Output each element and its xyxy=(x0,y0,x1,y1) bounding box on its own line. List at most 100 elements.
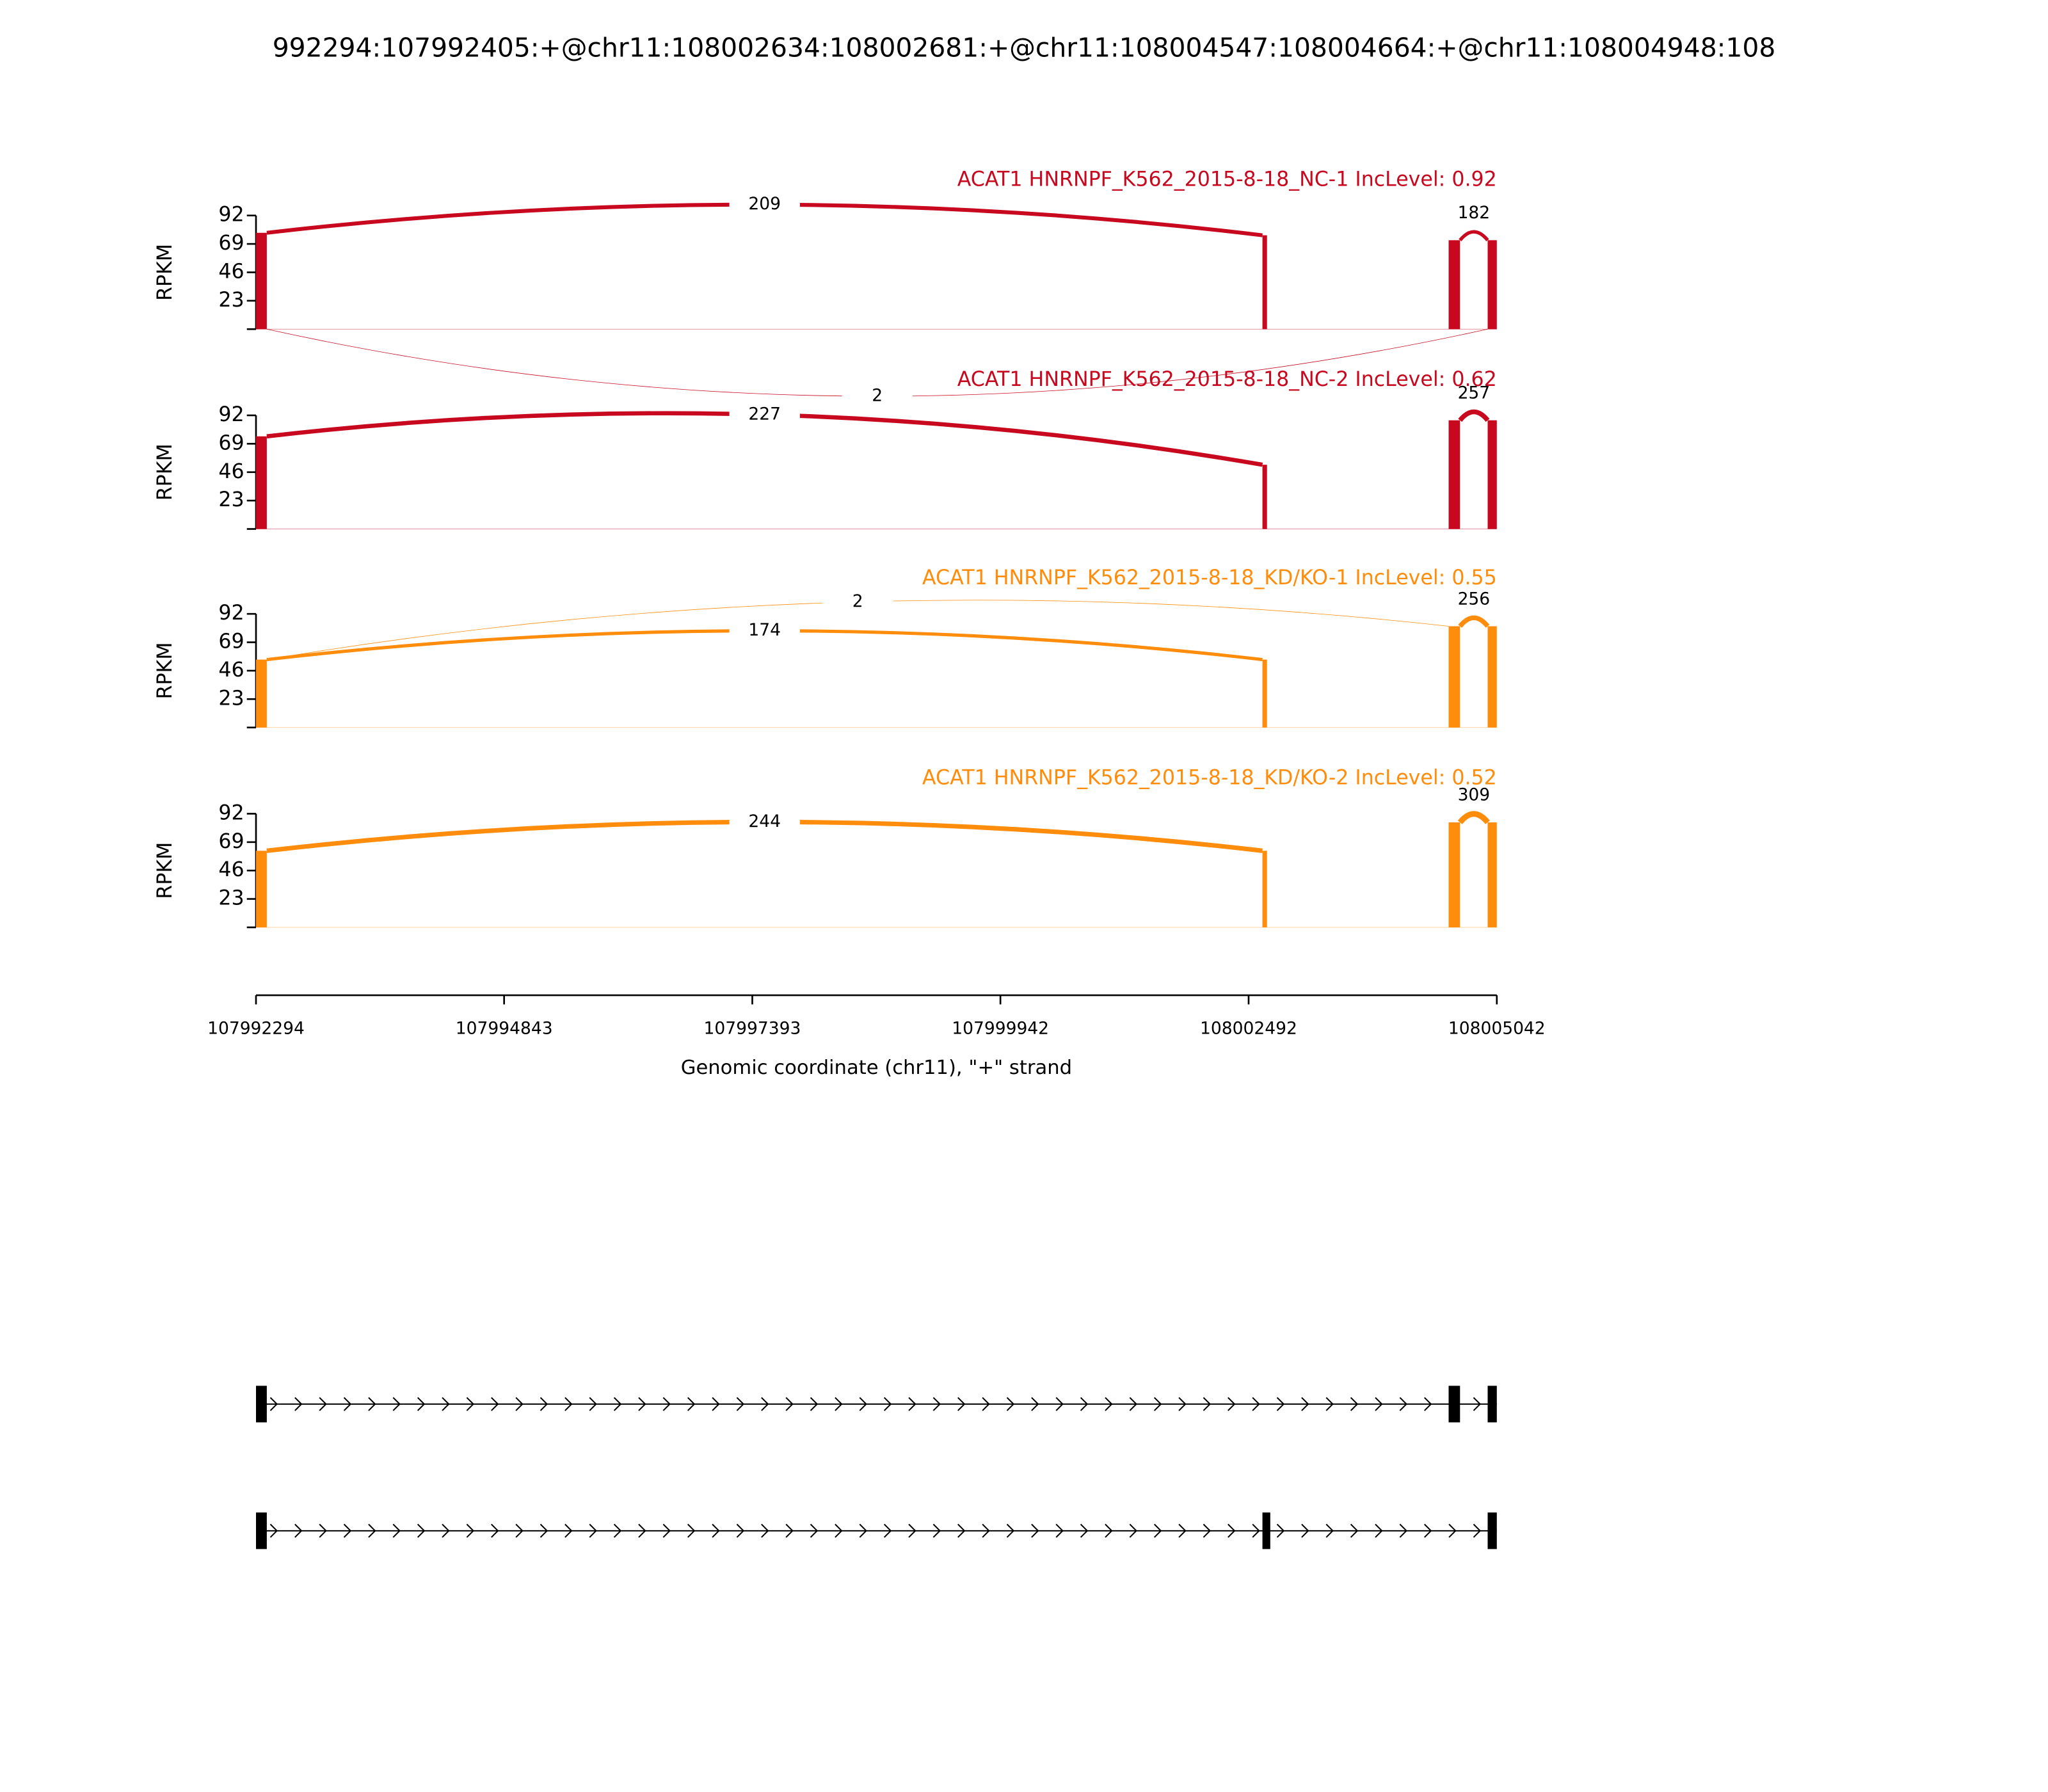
coverage xyxy=(1487,420,1497,529)
strand-arrow xyxy=(564,1523,573,1538)
junction-label-bg xyxy=(729,404,800,426)
strand-arrow xyxy=(442,1396,450,1411)
strand-arrow xyxy=(442,1523,450,1538)
strand-arrow xyxy=(613,1523,622,1538)
strand-arrow xyxy=(540,1523,548,1538)
y-tick-label: 92 xyxy=(218,204,244,227)
strand-arrow xyxy=(982,1523,990,1538)
coverage xyxy=(1487,240,1497,330)
strand-arrow xyxy=(1423,1523,1432,1538)
strand-arrow xyxy=(1055,1523,1064,1538)
strand-arrow xyxy=(1006,1396,1015,1411)
strand-arrow xyxy=(1252,1523,1260,1538)
strand-arrow xyxy=(1153,1523,1162,1538)
strand-arrow xyxy=(908,1396,916,1411)
y-tick-label: 46 xyxy=(218,260,244,284)
junction-label: 209 xyxy=(748,194,781,214)
y-axis-label: RPKM xyxy=(154,444,177,500)
strand-arrow xyxy=(392,1396,401,1411)
strand-arrow xyxy=(1301,1396,1309,1411)
strand-arrow xyxy=(1325,1396,1334,1411)
junction-label: 256 xyxy=(1458,589,1491,609)
strand-arrow xyxy=(368,1396,376,1411)
x-tick-label: 108005042 xyxy=(1448,1019,1546,1039)
coverage xyxy=(256,232,267,330)
strand-arrow xyxy=(957,1523,966,1538)
junction-label-bg xyxy=(729,194,800,216)
junction-label-bg xyxy=(822,591,893,612)
strand-arrow xyxy=(491,1523,499,1538)
strand-arrow xyxy=(908,1523,916,1538)
strand-arrow xyxy=(417,1396,426,1411)
y-tick-label: 92 xyxy=(218,602,244,625)
junction-label: 257 xyxy=(1458,383,1491,403)
y-tick-label: 46 xyxy=(218,460,244,483)
y-tick-label: 23 xyxy=(218,687,244,710)
strand-arrow xyxy=(1399,1523,1407,1538)
y-axis-label: RPKM xyxy=(154,244,177,301)
junction-label-bg xyxy=(729,620,800,641)
strand-arrow xyxy=(1276,1396,1285,1411)
strand-arrow xyxy=(736,1396,745,1411)
junction-label: 227 xyxy=(748,404,781,424)
strand-arrow xyxy=(810,1396,819,1411)
strand-arrow xyxy=(466,1396,475,1411)
exon xyxy=(1448,1386,1460,1423)
x-tick-label: 107992294 xyxy=(207,1019,305,1039)
junction-arc xyxy=(1459,230,1489,242)
strand-arrow xyxy=(589,1523,597,1538)
strand-arrow xyxy=(1252,1396,1260,1411)
strand-arrow xyxy=(417,1523,426,1538)
strand-arrow xyxy=(589,1396,597,1411)
strand-arrow xyxy=(1473,1396,1482,1411)
strand-arrow xyxy=(638,1396,646,1411)
junction-label: 174 xyxy=(748,620,781,640)
junction-arc xyxy=(1458,409,1490,422)
coverage xyxy=(256,436,267,529)
y-tick-label: 23 xyxy=(218,887,244,910)
strand-arrow xyxy=(1178,1396,1187,1411)
strand-arrow xyxy=(1399,1396,1407,1411)
junction-label: 2 xyxy=(872,386,883,406)
coverage xyxy=(256,659,267,728)
junction-label: 182 xyxy=(1458,203,1491,223)
strand-arrow xyxy=(662,1523,671,1538)
strand-arrow xyxy=(1350,1396,1359,1411)
strand-arrow xyxy=(515,1523,524,1538)
strand-arrow xyxy=(466,1523,475,1538)
junction-label: 244 xyxy=(748,812,781,831)
y-axis-label: RPKM xyxy=(154,842,177,899)
strand-arrow xyxy=(932,1396,941,1411)
strand-arrow xyxy=(491,1396,499,1411)
coverage xyxy=(1262,659,1267,728)
y-tick-label: 46 xyxy=(218,659,244,682)
strand-arrow xyxy=(1080,1396,1089,1411)
y-tick-label: 69 xyxy=(218,630,244,653)
strand-arrow xyxy=(1080,1523,1089,1538)
strand-arrow xyxy=(785,1396,794,1411)
strand-arrow xyxy=(368,1523,376,1538)
y-tick-label: 92 xyxy=(218,403,244,426)
coverage xyxy=(1448,822,1460,927)
strand-arrow xyxy=(1325,1523,1334,1538)
junction-label: 309 xyxy=(1458,785,1491,805)
junction-arc xyxy=(1458,615,1490,628)
strand-arrow xyxy=(761,1396,769,1411)
strand-arrow xyxy=(1055,1396,1064,1411)
strand-arrow xyxy=(835,1523,843,1538)
strand-arrow xyxy=(859,1523,867,1538)
strand-arrow xyxy=(1153,1396,1162,1411)
panel-title: ACAT1 HNRNPF_K562_2015-8-18_NC-1 IncLeve… xyxy=(957,168,1497,191)
strand-arrow xyxy=(638,1523,646,1538)
x-tick-label: 107999942 xyxy=(952,1019,1049,1039)
coverage xyxy=(1262,235,1267,330)
x-tick-label: 108002492 xyxy=(1200,1019,1297,1039)
strand-arrow xyxy=(319,1523,327,1538)
strand-arrow xyxy=(515,1396,524,1411)
strand-arrow xyxy=(343,1396,352,1411)
exon xyxy=(1487,1512,1497,1549)
strand-arrow xyxy=(859,1396,867,1411)
coverage xyxy=(1487,626,1497,728)
strand-arrow xyxy=(1129,1396,1137,1411)
strand-arrow xyxy=(319,1396,327,1411)
